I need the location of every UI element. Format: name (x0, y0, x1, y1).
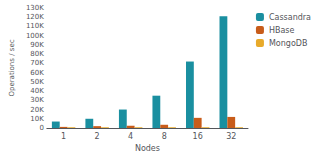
svg-text:30K: 30K (30, 96, 44, 104)
svg-text:90K: 90K (30, 41, 44, 49)
svg-text:4: 4 (128, 132, 133, 141)
svg-text:Operations / sec: Operations / sec (8, 39, 16, 96)
svg-text:8: 8 (162, 132, 167, 141)
svg-text:120K: 120K (26, 13, 44, 21)
svg-text:50K: 50K (30, 78, 44, 86)
svg-text:32: 32 (226, 132, 236, 141)
svg-text:16: 16 (193, 132, 203, 141)
svg-text:Nodes: Nodes (135, 144, 160, 153)
svg-text:0: 0 (39, 124, 43, 132)
svg-text:130K: 130K (26, 4, 44, 12)
svg-text:70K: 70K (30, 59, 44, 67)
svg-text:HBase: HBase (269, 26, 295, 35)
svg-text:Cassandra: Cassandra (269, 13, 311, 22)
svg-text:10K: 10K (30, 115, 44, 123)
svg-text:60K: 60K (30, 69, 44, 77)
svg-text:2: 2 (95, 132, 100, 141)
svg-text:40K: 40K (30, 87, 44, 95)
svg-text:80K: 80K (30, 50, 44, 58)
svg-text:1: 1 (61, 132, 66, 141)
svg-text:MongoDB: MongoDB (269, 39, 308, 48)
svg-text:20K: 20K (30, 106, 44, 114)
svg-text:100K: 100K (26, 32, 44, 40)
svg-text:110K: 110K (26, 22, 44, 30)
